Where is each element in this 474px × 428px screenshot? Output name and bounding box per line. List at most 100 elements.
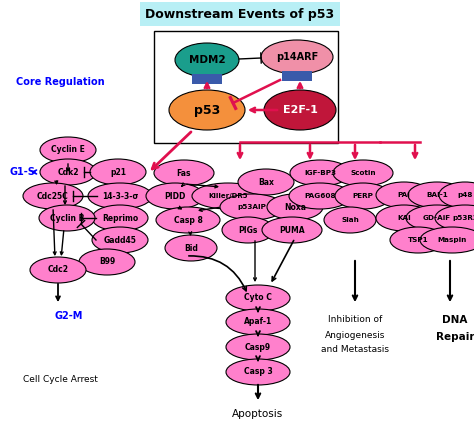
- Ellipse shape: [30, 257, 86, 283]
- Text: p21: p21: [110, 167, 126, 176]
- Ellipse shape: [40, 137, 96, 163]
- Ellipse shape: [222, 217, 274, 243]
- Ellipse shape: [23, 183, 83, 209]
- Text: and Metastasis: and Metastasis: [321, 345, 389, 354]
- Text: p53AIP: p53AIP: [237, 204, 266, 210]
- Ellipse shape: [154, 160, 214, 186]
- Ellipse shape: [289, 183, 351, 209]
- Text: PAI: PAI: [398, 192, 410, 198]
- Text: Apoptosis: Apoptosis: [232, 409, 283, 419]
- Text: E2F-1: E2F-1: [283, 105, 318, 115]
- Text: p14ARF: p14ARF: [276, 52, 318, 62]
- Ellipse shape: [226, 309, 290, 335]
- Ellipse shape: [220, 194, 284, 220]
- Ellipse shape: [79, 249, 135, 275]
- Ellipse shape: [238, 169, 294, 195]
- Ellipse shape: [88, 183, 152, 209]
- Bar: [302, 71, 312, 81]
- Text: Cell Cycle Arrest: Cell Cycle Arrest: [23, 375, 98, 384]
- Ellipse shape: [262, 217, 322, 243]
- Bar: [212, 74, 222, 84]
- Text: BAI-1: BAI-1: [426, 192, 448, 198]
- Text: PAG608: PAG608: [304, 193, 336, 199]
- Ellipse shape: [156, 207, 220, 233]
- Text: Inhibition of: Inhibition of: [328, 315, 382, 324]
- Text: IGF-BP3: IGF-BP3: [304, 170, 336, 176]
- Text: Killer/DR5: Killer/DR5: [208, 193, 248, 199]
- Text: KAI: KAI: [397, 215, 411, 221]
- Text: Casp 3: Casp 3: [244, 368, 273, 377]
- Text: Siah: Siah: [341, 217, 359, 223]
- Ellipse shape: [165, 235, 217, 261]
- Text: Bax: Bax: [258, 178, 274, 187]
- Text: Reprimo: Reprimo: [102, 214, 138, 223]
- Text: Cyclin B: Cyclin B: [50, 214, 84, 223]
- Ellipse shape: [376, 205, 432, 231]
- Ellipse shape: [420, 227, 474, 253]
- Text: MDM2: MDM2: [189, 55, 225, 65]
- Text: Noxa: Noxa: [284, 202, 306, 211]
- Text: DNA: DNA: [442, 315, 468, 325]
- Ellipse shape: [290, 160, 350, 186]
- Text: Bid: Bid: [184, 244, 198, 253]
- Ellipse shape: [335, 183, 391, 209]
- Text: Cyto C: Cyto C: [244, 294, 272, 303]
- Ellipse shape: [267, 194, 323, 220]
- Bar: [192, 74, 202, 84]
- Ellipse shape: [435, 205, 474, 231]
- Ellipse shape: [376, 182, 432, 208]
- Ellipse shape: [226, 359, 290, 385]
- Text: Gadd45: Gadd45: [103, 235, 137, 244]
- Text: Downstream Events of p53: Downstream Events of p53: [146, 8, 335, 21]
- Ellipse shape: [390, 227, 446, 253]
- Text: G2-M: G2-M: [55, 311, 83, 321]
- Text: Fas: Fas: [177, 169, 191, 178]
- Text: GD-AiF: GD-AiF: [423, 215, 451, 221]
- Text: 14-3-3-σ: 14-3-3-σ: [102, 191, 138, 200]
- FancyBboxPatch shape: [140, 2, 340, 26]
- Text: G1-S: G1-S: [10, 167, 36, 177]
- Ellipse shape: [92, 205, 148, 231]
- Ellipse shape: [40, 159, 96, 185]
- Text: Maspin: Maspin: [438, 237, 467, 243]
- Ellipse shape: [175, 43, 239, 77]
- Ellipse shape: [192, 183, 264, 209]
- Text: PIGs: PIGs: [238, 226, 258, 235]
- Text: Repair: Repair: [436, 332, 474, 342]
- Text: p53R2: p53R2: [452, 215, 474, 221]
- Ellipse shape: [226, 334, 290, 360]
- Text: Cdc2: Cdc2: [47, 265, 69, 274]
- Ellipse shape: [92, 227, 148, 253]
- Text: p48: p48: [457, 192, 473, 198]
- Ellipse shape: [324, 207, 376, 233]
- Text: Core Regulation: Core Regulation: [16, 77, 104, 87]
- Text: Cdc25C: Cdc25C: [37, 191, 69, 200]
- Text: Casp 8: Casp 8: [173, 216, 202, 225]
- Ellipse shape: [408, 182, 466, 208]
- Ellipse shape: [90, 159, 146, 185]
- FancyBboxPatch shape: [154, 31, 338, 143]
- Text: p53: p53: [194, 104, 220, 116]
- Ellipse shape: [39, 205, 95, 231]
- Text: Casp9: Casp9: [245, 342, 271, 351]
- Ellipse shape: [226, 285, 290, 311]
- Text: B99: B99: [99, 258, 115, 267]
- Text: Apaf-1: Apaf-1: [244, 318, 272, 327]
- Text: Cdk2: Cdk2: [57, 167, 79, 176]
- Ellipse shape: [406, 205, 468, 231]
- Bar: [202, 74, 212, 84]
- Text: PIDD: PIDD: [164, 191, 186, 200]
- Ellipse shape: [333, 160, 393, 186]
- Bar: [282, 71, 292, 81]
- Text: TSP1: TSP1: [408, 237, 428, 243]
- Text: Scotin: Scotin: [350, 170, 376, 176]
- Ellipse shape: [261, 40, 333, 74]
- Text: PUMA: PUMA: [279, 226, 305, 235]
- Ellipse shape: [439, 182, 474, 208]
- Text: PERP: PERP: [353, 193, 374, 199]
- Ellipse shape: [146, 183, 204, 209]
- Ellipse shape: [264, 90, 336, 130]
- Ellipse shape: [169, 90, 245, 130]
- Bar: [292, 71, 302, 81]
- Text: Cyclin E: Cyclin E: [51, 146, 85, 155]
